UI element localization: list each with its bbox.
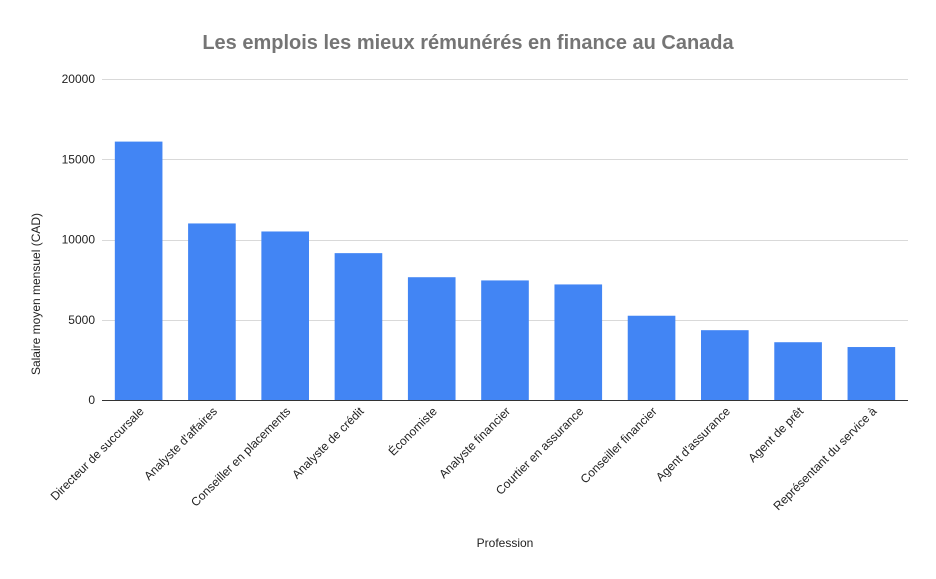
y-tick-label: 5000 <box>68 313 95 327</box>
x-tick-label: Conseiller financier <box>578 404 660 486</box>
x-tick-label: Agent de prêt <box>745 404 806 465</box>
x-axis-label: Profession <box>477 536 534 550</box>
x-tick-label: Directeur de succursale <box>48 404 147 503</box>
bar <box>114 141 163 400</box>
bar <box>627 315 676 400</box>
x-tick-label: Analyste financier <box>436 404 513 481</box>
bar <box>334 253 383 400</box>
bar <box>261 231 309 400</box>
y-axis-ticks: 0 5000 10000 15000 20000 <box>62 72 96 407</box>
bar <box>554 284 603 400</box>
bar <box>701 330 749 400</box>
y-tick-label: 10000 <box>62 233 96 247</box>
bar <box>481 280 529 400</box>
y-axis-label: Salaire moyen mensuel (CAD) <box>29 213 43 375</box>
bar <box>774 342 822 400</box>
bar <box>847 347 896 400</box>
x-tick-label: Agent d'assurance <box>653 404 733 484</box>
x-tick-label: Économiste <box>385 403 440 458</box>
chart-title: Les emplois les mieux rémunérés en finan… <box>202 32 734 54</box>
y-tick-label: 0 <box>88 393 95 407</box>
bars <box>114 141 896 400</box>
y-tick-label: 15000 <box>62 152 96 166</box>
x-tick-label: Analyste d'affaires <box>141 404 220 483</box>
y-tick-label: 20000 <box>62 72 96 86</box>
bar <box>188 223 236 400</box>
x-tick-label: Analyste de crédit <box>289 404 367 482</box>
bar <box>407 277 456 400</box>
